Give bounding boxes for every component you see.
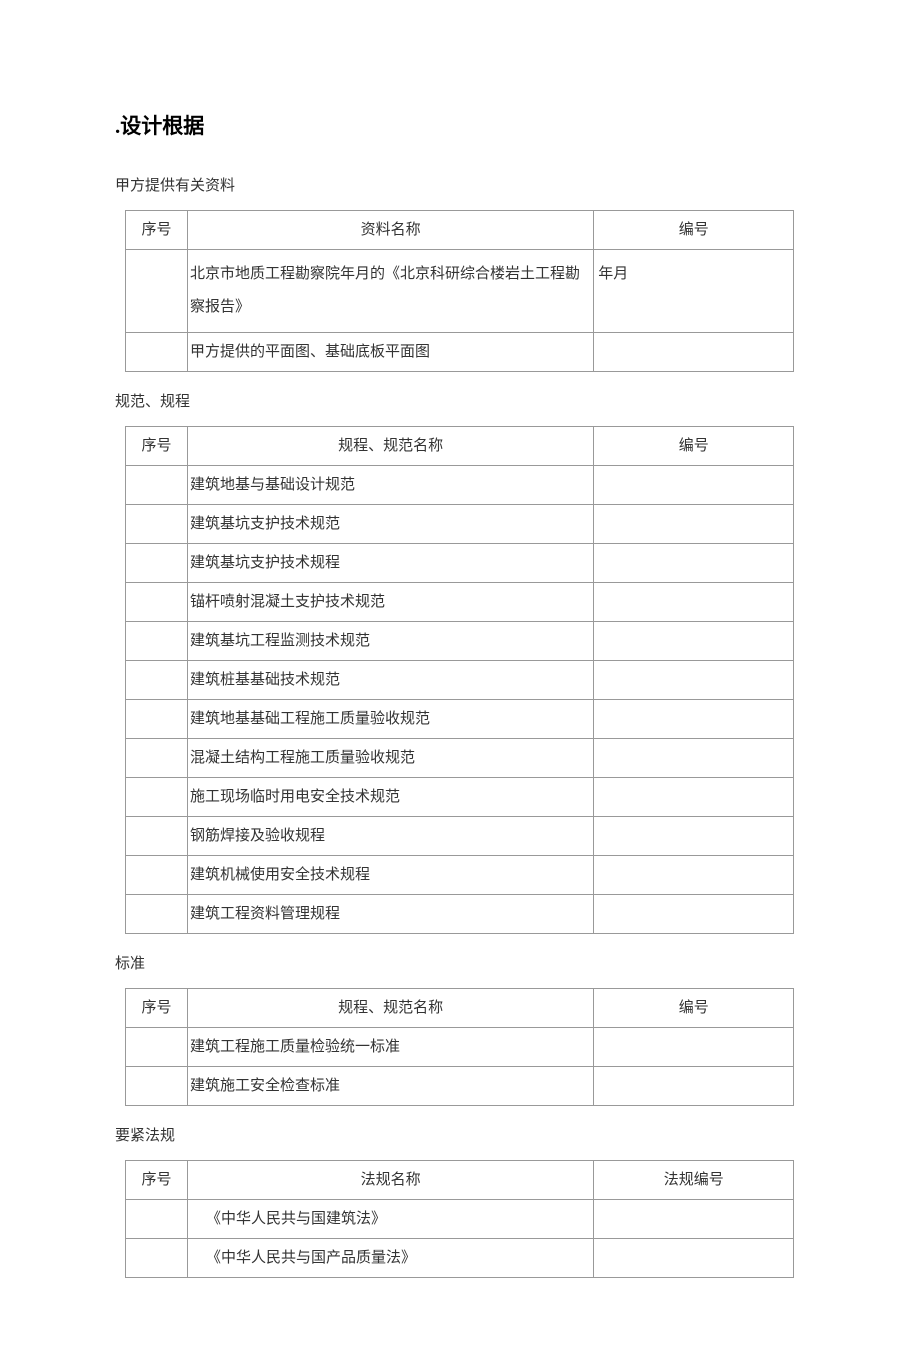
cell-name: 建筑地基基础工程施工质量验收规范 bbox=[188, 699, 594, 738]
cell-code: 年月 bbox=[594, 249, 794, 332]
cell-code bbox=[594, 1027, 794, 1066]
col-name: 规程、规范名称 bbox=[188, 988, 594, 1027]
cell-code bbox=[594, 816, 794, 855]
table-guifan: 序号 规程、规范名称 编号 建筑地基与基础设计规范 建筑基坑支护技术规范 建筑基… bbox=[125, 426, 794, 934]
cell-seq bbox=[126, 465, 188, 504]
cell-name: 建筑基坑支护技术规范 bbox=[188, 504, 594, 543]
cell-name: 施工现场临时用电安全技术规范 bbox=[188, 777, 594, 816]
cell-seq bbox=[126, 1027, 188, 1066]
cell-code bbox=[594, 332, 794, 371]
cell-seq bbox=[126, 1199, 188, 1238]
cell-seq bbox=[126, 249, 188, 332]
table-header-row: 序号 规程、规范名称 编号 bbox=[126, 426, 794, 465]
cell-code bbox=[594, 1199, 794, 1238]
table-row: 钢筋焊接及验收规程 bbox=[126, 816, 794, 855]
col-seq: 序号 bbox=[126, 426, 188, 465]
cell-name: 钢筋焊接及验收规程 bbox=[188, 816, 594, 855]
table-fagui: 序号 法规名称 法规编号 《中华人民共与国建筑法》 《中华人民共与国产品质量法》 bbox=[125, 1160, 794, 1278]
cell-code bbox=[594, 582, 794, 621]
table-row: 建筑工程资料管理规程 bbox=[126, 894, 794, 933]
section-label-jiafang: 甲方提供有关资料 bbox=[115, 174, 805, 198]
section-label-biaozhun: 标准 bbox=[115, 952, 805, 976]
cell-seq bbox=[126, 660, 188, 699]
table-row: 建筑机械使用安全技术规程 bbox=[126, 855, 794, 894]
section-label-guifan: 规范、规程 bbox=[115, 390, 805, 414]
cell-code bbox=[594, 543, 794, 582]
cell-name: 建筑桩基基础技术规范 bbox=[188, 660, 594, 699]
cell-name: 建筑基坑支护技术规程 bbox=[188, 543, 594, 582]
table-row: 甲方提供的平面图、基础底板平面图 bbox=[126, 332, 794, 371]
page-title: .设计根据 bbox=[115, 110, 805, 144]
cell-code bbox=[594, 777, 794, 816]
cell-seq bbox=[126, 855, 188, 894]
cell-seq bbox=[126, 543, 188, 582]
table-row: 锚杆喷射混凝土支护技术规范 bbox=[126, 582, 794, 621]
table-row: 建筑基坑支护技术规程 bbox=[126, 543, 794, 582]
table-row: 建筑基坑支护技术规范 bbox=[126, 504, 794, 543]
col-code: 编号 bbox=[594, 988, 794, 1027]
table-jiafang: 序号 资料名称 编号 北京市地质工程勘察院年月的《北京科研综合楼岩土工程勘察报告… bbox=[125, 210, 794, 372]
table-row: 建筑桩基基础技术规范 bbox=[126, 660, 794, 699]
cell-code bbox=[594, 660, 794, 699]
cell-seq bbox=[126, 582, 188, 621]
cell-name: 锚杆喷射混凝土支护技术规范 bbox=[188, 582, 594, 621]
cell-code bbox=[594, 855, 794, 894]
col-code: 法规编号 bbox=[594, 1160, 794, 1199]
table-row: 混凝土结构工程施工质量验收规范 bbox=[126, 738, 794, 777]
col-code: 编号 bbox=[594, 210, 794, 249]
cell-code bbox=[594, 738, 794, 777]
cell-code bbox=[594, 1238, 794, 1277]
table-row: 《中华人民共与国建筑法》 bbox=[126, 1199, 794, 1238]
cell-name: 建筑工程施工质量检验统一标准 bbox=[188, 1027, 594, 1066]
cell-seq bbox=[126, 1066, 188, 1105]
cell-seq bbox=[126, 777, 188, 816]
table-row: 建筑地基基础工程施工质量验收规范 bbox=[126, 699, 794, 738]
cell-seq bbox=[126, 1238, 188, 1277]
table-row: 施工现场临时用电安全技术规范 bbox=[126, 777, 794, 816]
cell-seq bbox=[126, 504, 188, 543]
cell-code bbox=[594, 504, 794, 543]
table-row: 建筑地基与基础设计规范 bbox=[126, 465, 794, 504]
col-name: 资料名称 bbox=[188, 210, 594, 249]
cell-seq bbox=[126, 621, 188, 660]
cell-name: 建筑地基与基础设计规范 bbox=[188, 465, 594, 504]
cell-name: 《中华人民共与国产品质量法》 bbox=[188, 1238, 594, 1277]
cell-code bbox=[594, 699, 794, 738]
cell-name: 《中华人民共与国建筑法》 bbox=[188, 1199, 594, 1238]
table-header-row: 序号 规程、规范名称 编号 bbox=[126, 988, 794, 1027]
cell-name: 建筑基坑工程监测技术规范 bbox=[188, 621, 594, 660]
cell-seq bbox=[126, 894, 188, 933]
cell-code bbox=[594, 1066, 794, 1105]
table-row: 北京市地质工程勘察院年月的《北京科研综合楼岩土工程勘察报告》 年月 bbox=[126, 249, 794, 332]
cell-name: 甲方提供的平面图、基础底板平面图 bbox=[188, 332, 594, 371]
table-row: 《中华人民共与国产品质量法》 bbox=[126, 1238, 794, 1277]
cell-code bbox=[594, 894, 794, 933]
cell-seq bbox=[126, 816, 188, 855]
table-biaozhun: 序号 规程、规范名称 编号 建筑工程施工质量检验统一标准 建筑施工安全检查标准 bbox=[125, 988, 794, 1106]
table-header-row: 序号 法规名称 法规编号 bbox=[126, 1160, 794, 1199]
table-header-row: 序号 资料名称 编号 bbox=[126, 210, 794, 249]
cell-name: 建筑工程资料管理规程 bbox=[188, 894, 594, 933]
table-row: 建筑工程施工质量检验统一标准 bbox=[126, 1027, 794, 1066]
table-row: 建筑施工安全检查标准 bbox=[126, 1066, 794, 1105]
cell-code bbox=[594, 465, 794, 504]
cell-code bbox=[594, 621, 794, 660]
cell-name: 混凝土结构工程施工质量验收规范 bbox=[188, 738, 594, 777]
cell-seq bbox=[126, 738, 188, 777]
cell-name: 建筑机械使用安全技术规程 bbox=[188, 855, 594, 894]
col-seq: 序号 bbox=[126, 1160, 188, 1199]
col-code: 编号 bbox=[594, 426, 794, 465]
cell-name: 建筑施工安全检查标准 bbox=[188, 1066, 594, 1105]
cell-seq bbox=[126, 332, 188, 371]
col-seq: 序号 bbox=[126, 210, 188, 249]
col-seq: 序号 bbox=[126, 988, 188, 1027]
cell-seq bbox=[126, 699, 188, 738]
table-row: 建筑基坑工程监测技术规范 bbox=[126, 621, 794, 660]
col-name: 规程、规范名称 bbox=[188, 426, 594, 465]
col-name: 法规名称 bbox=[188, 1160, 594, 1199]
section-label-fagui: 要紧法规 bbox=[115, 1124, 805, 1148]
cell-name: 北京市地质工程勘察院年月的《北京科研综合楼岩土工程勘察报告》 bbox=[188, 249, 594, 332]
